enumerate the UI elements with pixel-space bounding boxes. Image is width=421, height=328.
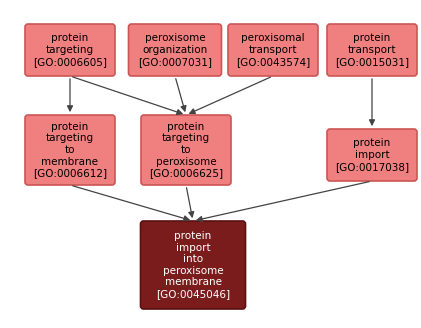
Text: peroxisomal
transport
[GO:0043574]: peroxisomal transport [GO:0043574] [236,33,310,67]
Text: protein
targeting
to
peroxisome
[GO:0006625]: protein targeting to peroxisome [GO:0006… [149,122,223,178]
FancyBboxPatch shape [228,24,318,76]
FancyBboxPatch shape [25,115,115,185]
Text: peroxisome
organization
[GO:0007031]: peroxisome organization [GO:0007031] [138,33,212,67]
Text: protein
import
into
peroxisome
membrane
[GO:0045046]: protein import into peroxisome membrane … [156,231,230,299]
FancyBboxPatch shape [141,115,231,185]
FancyBboxPatch shape [141,221,245,309]
FancyBboxPatch shape [25,24,115,76]
FancyBboxPatch shape [327,24,417,76]
FancyBboxPatch shape [327,129,417,181]
FancyBboxPatch shape [128,24,221,76]
Text: protein
targeting
to
membrane
[GO:0006612]: protein targeting to membrane [GO:000661… [33,122,107,178]
Text: protein
transport
[GO:0015031]: protein transport [GO:0015031] [335,33,409,67]
Text: protein
targeting
[GO:0006605]: protein targeting [GO:0006605] [33,33,107,67]
Text: protein
import
[GO:0017038]: protein import [GO:0017038] [335,138,409,172]
